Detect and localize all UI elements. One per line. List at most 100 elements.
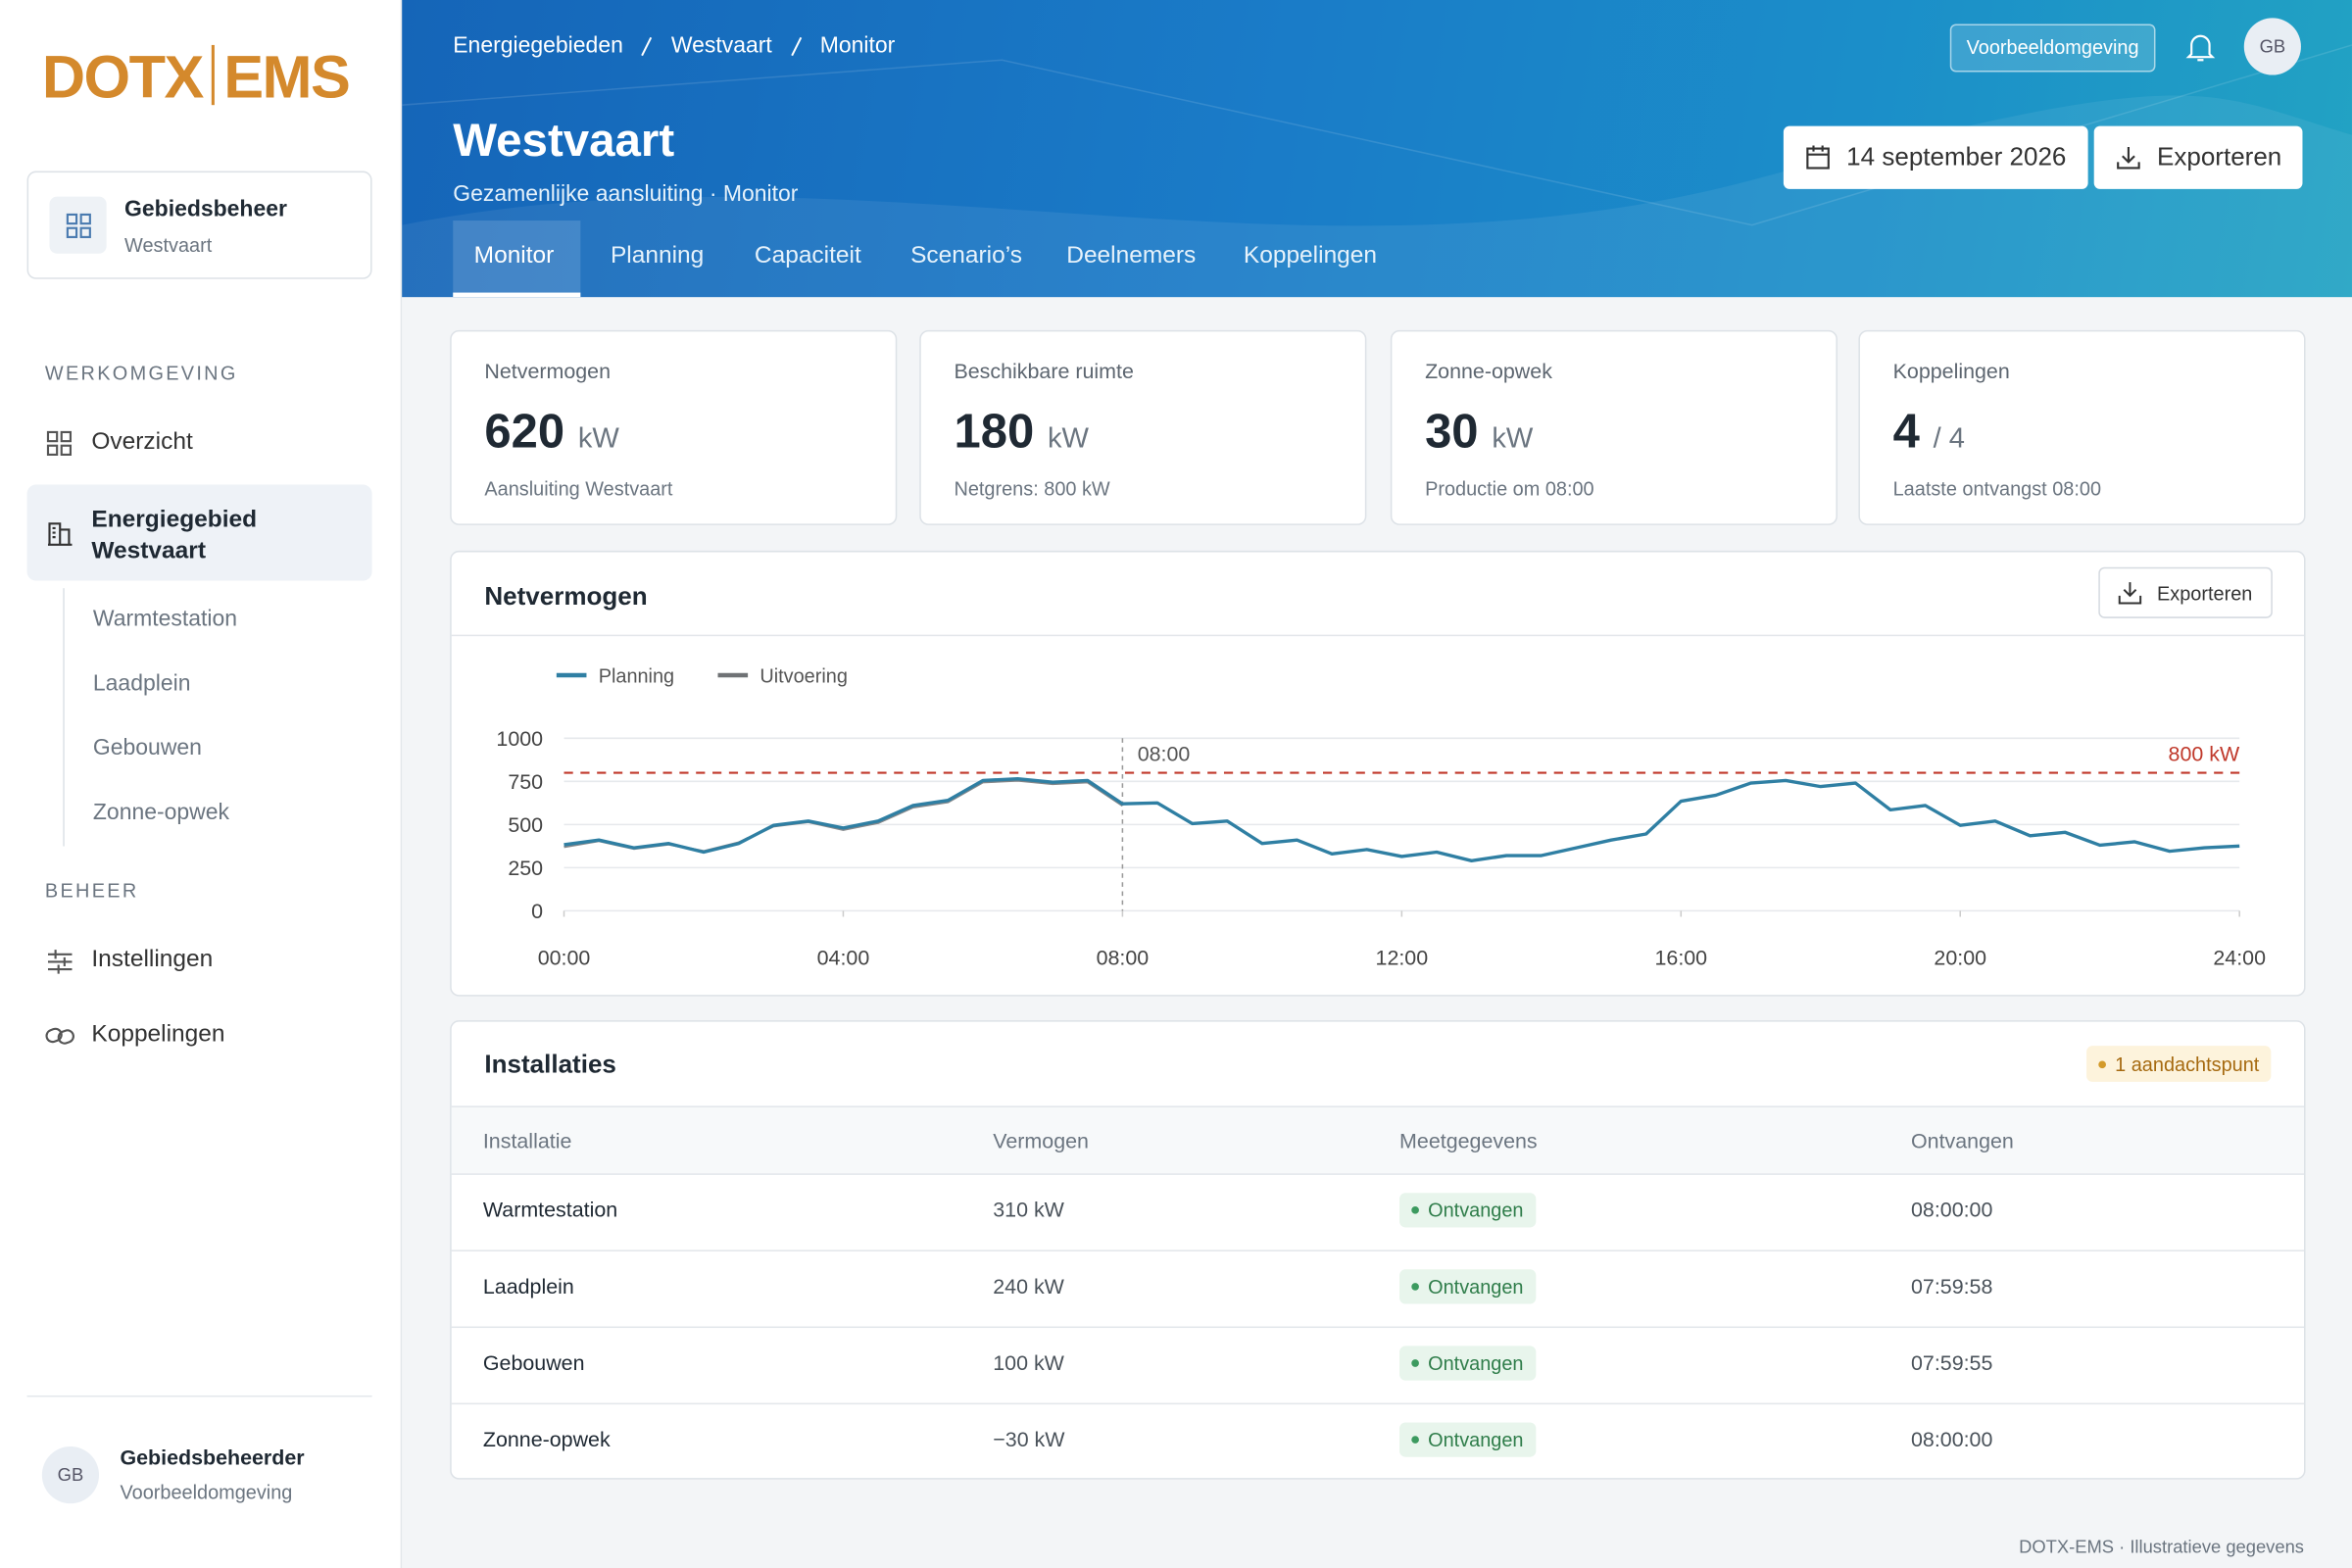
kpi-value-row: 180 kW — [954, 404, 1088, 460]
cell: Gebouwen — [482, 1349, 585, 1375]
kpi-label: Beschikbare ruimte — [954, 358, 1134, 383]
user-env: Voorbeeldomgeving — [120, 1481, 293, 1504]
nav-item[interactable]: Overzicht — [91, 428, 193, 455]
status-pill: Ontvangen — [1399, 1193, 1536, 1228]
breadcrumb-item: Monitor — [819, 32, 896, 59]
kpi-note: Netgrens: 800 kW — [954, 476, 1110, 500]
status-pill: Ontvangen — [1399, 1269, 1536, 1304]
bell-icon[interactable] — [2185, 31, 2216, 65]
nav-icon — [47, 522, 73, 546]
subnav-item[interactable]: Zonne-opwek — [92, 800, 230, 826]
org-icon — [49, 196, 107, 254]
date-label: 14 september 2026 — [1846, 142, 2067, 172]
tab[interactable]: Koppelingen — [1243, 243, 1378, 270]
kpi-unit: / 4 — [1933, 422, 1965, 455]
chart-panel: Netvermogen Exporteren — [450, 550, 2306, 997]
kpi-value: 180 — [954, 403, 1035, 458]
cell: Warmtestation — [482, 1197, 618, 1222]
panel-export-label: Exporteren — [2157, 581, 2253, 605]
user-avatar: GB — [41, 1446, 100, 1504]
panel-title: Installaties — [484, 1050, 616, 1079]
kpi-label: Koppelingen — [1892, 358, 2010, 383]
subnav-item[interactable]: Gebouwen — [92, 735, 202, 761]
cell: −30 kW — [993, 1427, 1065, 1451]
kpi-label: Zonne-opwek — [1425, 358, 1552, 383]
kpi-unit: kW — [577, 422, 619, 455]
kpi-value-row: 30 kW — [1425, 404, 1533, 460]
dot — [2098, 1059, 2106, 1068]
avatar[interactable]: GB — [2243, 18, 2301, 75]
tab[interactable]: Capaciteit — [754, 243, 861, 270]
tab[interactable]: Planning — [610, 243, 705, 270]
org-switcher[interactable]: Gebiedsbeheer Westvaart — [26, 171, 372, 279]
user-name: Gebiedsbeheerder — [120, 1445, 305, 1469]
divider — [451, 634, 2305, 637]
subnav-item[interactable]: Laadplein — [92, 670, 191, 697]
org-subtitle: Westvaart — [124, 233, 213, 257]
subnav-item[interactable]: Warmtestation — [92, 606, 238, 632]
kpi-card: Zonne-opwek 30 kW Productie om 08:00 — [1390, 329, 1838, 525]
nav-item-label: Energiegebied Westvaart — [91, 507, 258, 564]
nav-item[interactable]: Instellingen — [91, 947, 214, 973]
tab[interactable]: Deelnemers — [1066, 243, 1197, 270]
header: Energiegebieden Westvaart Monitor Voorbe… — [402, 0, 2352, 298]
download-icon — [2118, 582, 2142, 605]
breadcrumb: Energiegebieden Westvaart Monitor — [453, 33, 895, 59]
attention-badge: 1 aandachtspunt — [2086, 1046, 2272, 1082]
column-header: Meetgegevens — [1399, 1128, 1538, 1152]
cell: 310 kW — [993, 1197, 1064, 1222]
breadcrumb-item[interactable]: Energiegebieden — [453, 32, 623, 59]
export-button[interactable]: Exporteren — [2093, 125, 2303, 189]
nav-icon — [45, 1027, 74, 1045]
section-label: WERKOMGEVING — [44, 361, 238, 384]
kpi-note: Productie om 08:00 — [1425, 476, 1594, 500]
nav-icon — [46, 430, 73, 456]
cell: Zonne-opwek — [482, 1427, 611, 1451]
page-title: Westvaart — [453, 114, 675, 167]
nav-item[interactable]: Koppelingen — [91, 1021, 225, 1048]
cell: 08:00:00 — [1910, 1427, 1993, 1451]
breadcrumb-separator — [641, 36, 653, 56]
nav-icon — [47, 950, 73, 974]
cell: 07:59:58 — [1910, 1273, 1993, 1298]
kpi-card: Koppelingen 4 / 4 Laatste ontvangst 08:00 — [1858, 329, 2306, 525]
download-icon — [2117, 147, 2140, 170]
sidebar: DOTX EMS Gebiedsbeheer Westvaart WERKOMGE… — [0, 0, 403, 1568]
logo-right: EMS — [223, 44, 351, 112]
attention-label: 1 aandachtspunt — [2115, 1053, 2260, 1076]
column-header: Vermogen — [993, 1128, 1089, 1152]
kpi-value-row: 4 / 4 — [1893, 404, 1965, 460]
divider — [26, 1395, 372, 1397]
cell: 08:00:00 — [1910, 1197, 1993, 1222]
panel-export[interactable]: Exporteren — [2098, 566, 2273, 618]
logo: DOTX EMS — [41, 44, 351, 113]
status-pill: Ontvangen — [1399, 1346, 1536, 1381]
tab[interactable]: Monitor — [473, 243, 555, 270]
kpi-note: Laatste ontvangst 08:00 — [1892, 476, 2102, 500]
date-picker[interactable]: 14 september 2026 — [1783, 125, 2087, 189]
logo-left: DOTX — [41, 44, 204, 112]
footer: DOTX-EMS · Illustratieve gegevens — [2019, 1536, 2305, 1558]
column-header: Installatie — [482, 1128, 572, 1152]
kpi-value-row: 620 kW — [484, 404, 618, 460]
cell: 240 kW — [993, 1273, 1064, 1298]
env-badge: Voorbeeldomgeving — [1949, 24, 2156, 73]
row-divider — [451, 1250, 2305, 1251]
breadcrumb-item[interactable]: Westvaart — [670, 32, 772, 59]
kpi-unit: kW — [1047, 422, 1089, 455]
table-panel: Installaties 1 aandachtspunt Installatie… — [450, 1020, 2306, 1480]
status-pill: Ontvangen — [1399, 1422, 1536, 1457]
tab[interactable]: Scenario’s — [910, 243, 1022, 270]
page-subtitle: Gezamenlijke aansluiting · Monitor — [453, 181, 799, 208]
org-title: Gebiedsbeheer — [124, 196, 287, 222]
grid-icon — [66, 213, 91, 238]
tab-active — [453, 220, 581, 298]
cell: 07:59:55 — [1910, 1349, 1993, 1375]
export-label: Exporteren — [2157, 142, 2282, 172]
nav-item-active[interactable] — [26, 484, 372, 581]
subnav-rail — [63, 588, 65, 847]
column-header: Ontvangen — [1910, 1128, 2014, 1152]
section-label: BEHEER — [44, 879, 139, 903]
